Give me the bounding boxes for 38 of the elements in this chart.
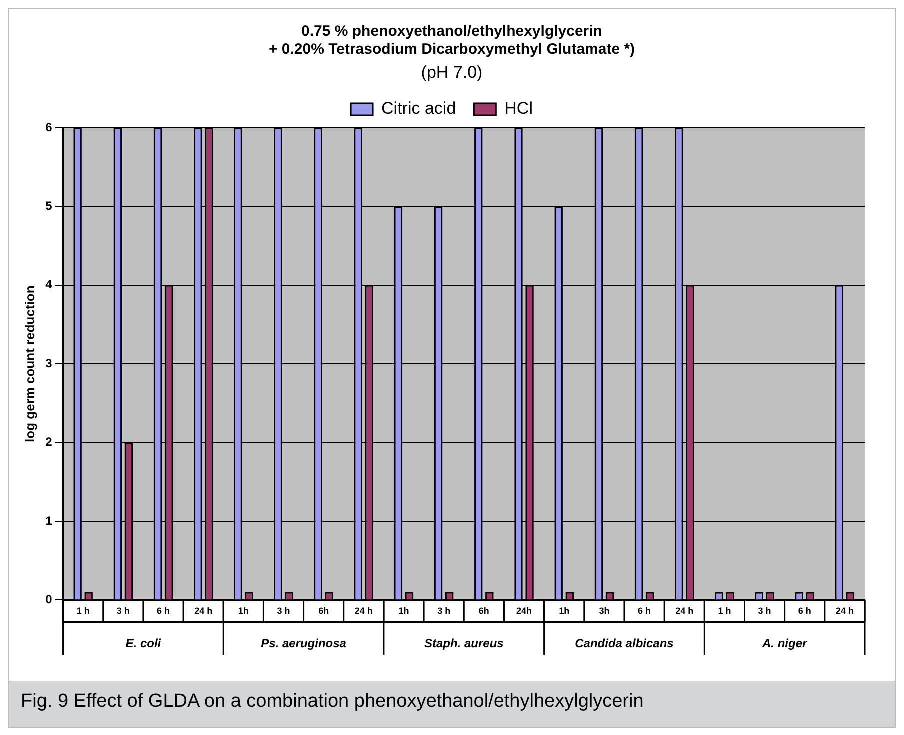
text: Staph. aureus [424, 636, 504, 651]
x-tick-label: 3 h [116, 606, 130, 616]
x-tick-label: 24 h [836, 606, 854, 616]
x-tick-label: 1h [238, 606, 249, 616]
x-tick-label: 6 h [798, 606, 812, 616]
x-tick-label: 6 h [156, 606, 170, 616]
y-tick-label: 6 [46, 120, 53, 134]
x-tick-label: 24h [516, 606, 532, 616]
legend-label: HCl [504, 99, 533, 118]
x-tick-label: 1h [398, 606, 410, 616]
text: A. niger [761, 636, 808, 651]
x-tick-label: 3 h [758, 606, 772, 616]
x-tick-label: 24 h [676, 606, 694, 616]
y-tick-label: 5 [46, 199, 53, 214]
y-tick-label: 1 [46, 514, 53, 528]
chart-subtitle: (pH 7.0) [420, 63, 484, 83]
y-tick-label: 2 [46, 435, 53, 450]
text: E. coli [126, 636, 162, 651]
text: Candida albicans [575, 636, 674, 651]
x-tick-label: 3 h [277, 606, 290, 616]
text: Ps. aeruginosa [261, 636, 347, 651]
x-tick-label: 6h [478, 606, 490, 616]
x-tick-label: 24 h [354, 606, 373, 616]
legend-label: Citric acid [382, 99, 456, 118]
x-tick-label: 3h [599, 606, 610, 616]
x-tick-label: 6h [318, 606, 330, 616]
x-tick-label: 1 h [718, 606, 732, 616]
y-axis-title: log germ count reduction [22, 286, 38, 442]
x-tick-label: 6 h [638, 606, 652, 616]
x-tick-label: 1 h [76, 606, 90, 616]
y-tick-label: 4 [46, 278, 53, 292]
y-tick-label: 3 [46, 356, 53, 370]
x-tick-label: 1h [559, 606, 570, 616]
caption: Fig. 9 Effect of GLDA on a combination phenoxyethanol/ethylhexylglycerin [9, 681, 895, 727]
x-tick-label: 3 h [438, 606, 451, 616]
y-tick-label: 0 [46, 592, 53, 607]
x-tick-label: 24 h [194, 606, 213, 616]
chart-title: 0.75 % phenoxyethanol/ethylhexylglycerin + 0.20% Tetrasodium Dicarboxymethyl Glutamate *) [268, 23, 636, 59]
